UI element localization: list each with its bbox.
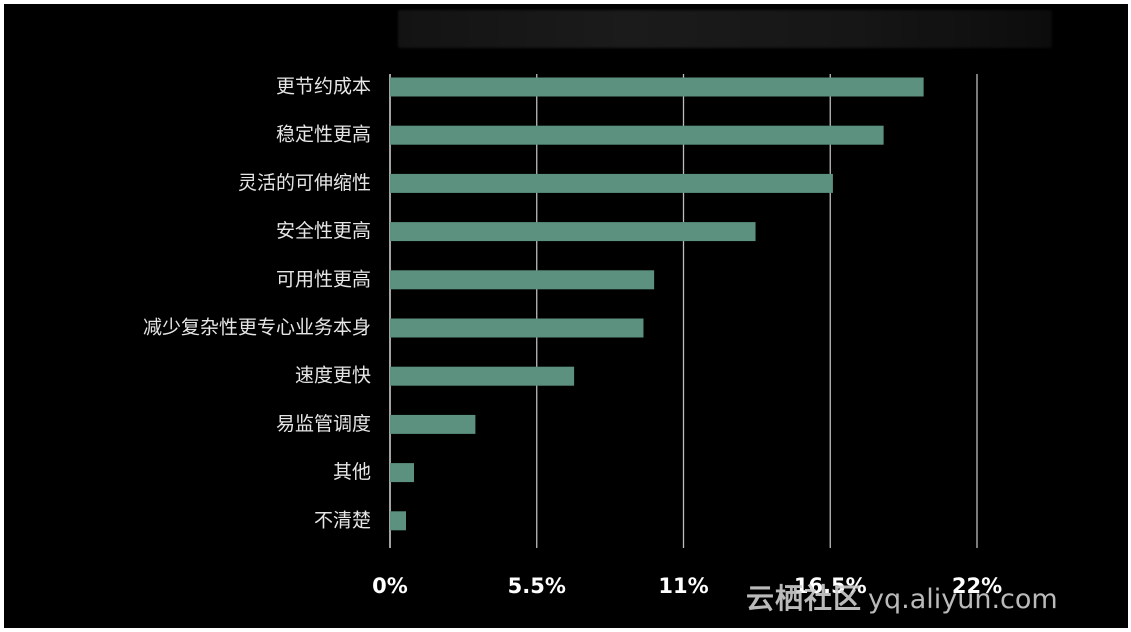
bar [390,77,924,97]
category-label: 易监管调度 [276,413,371,435]
watermark: 云栖社区 yq.aliyun.com [746,581,1058,621]
bars [390,77,924,531]
x-tick-labels: 0% 5.5% 11% 16.5% 22% [372,574,1002,598]
category-label: 稳定性更高 [276,124,371,146]
slide-panel [4,4,1128,628]
bar [390,125,884,145]
category-labels: 更节约成本稳定性更高灵活的可伸缩性安全性更高可用性更高减少复杂性更专心业务本身速… [143,76,371,532]
x-tick-label: 0% [372,574,408,598]
category-label: 灵活的可伸缩性 [238,172,371,194]
x-tick-label: 5.5% [508,574,566,598]
category-label: 可用性更高 [276,268,371,290]
bar [390,511,407,531]
x-tick-label: 16.5% [794,574,867,598]
category-label: 其他 [333,461,371,483]
grid-lines [389,74,978,548]
blurred-title-bar [398,10,1052,48]
bar [390,318,644,338]
bar [390,222,756,242]
category-label: 不清楚 [314,509,371,531]
category-label: 更节约成本 [276,76,371,98]
bar [390,270,655,290]
watermark-url: yq.aliyun.com [868,584,1058,615]
category-label: 速度更快 [295,365,371,387]
bar [390,366,575,386]
x-tick-label: 22% [952,574,1002,598]
x-tick-label: 11% [658,574,708,598]
bar [390,463,415,483]
bar [390,414,476,434]
category-label: 减少复杂性更专心业务本身 [143,317,371,339]
watermark-brand: 云栖社区 [746,582,863,615]
category-label: 安全性更高 [276,220,371,242]
bar [390,173,833,193]
